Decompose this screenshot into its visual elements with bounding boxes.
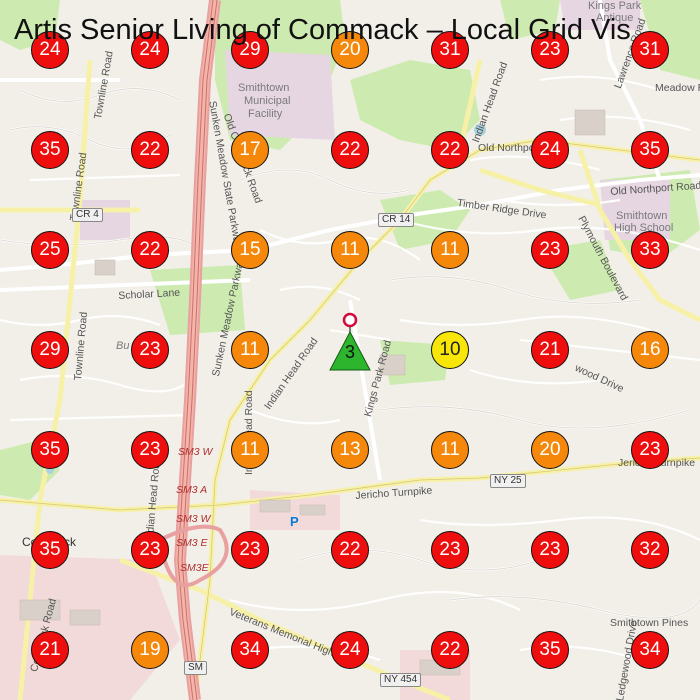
place-label-high-school: High School [614,222,674,234]
rank-marker-r5-c5[interactable]: 11 [431,431,469,469]
rank-marker-r6-c6[interactable]: 23 [531,531,569,569]
rank-marker-r2-c7[interactable]: 35 [631,131,669,169]
rank-marker-r1-c5[interactable]: 31 [431,31,469,69]
rank-marker-r5-c6[interactable]: 20 [531,431,569,469]
rank-marker-r7-c7[interactable]: 34 [631,631,669,669]
rank-marker-r7-c5[interactable]: 22 [431,631,469,669]
rank-marker-r5-c2[interactable]: 23 [131,431,169,469]
rank-marker-r1-c4[interactable]: 20 [331,31,369,69]
rank-marker-r4-c1[interactable]: 29 [31,331,69,369]
rank-marker-r3-c1[interactable]: 25 [31,231,69,269]
rank-marker-r6-c2[interactable]: 23 [131,531,169,569]
rank-marker-r1-c6[interactable]: 23 [531,31,569,69]
rank-marker-r5-c3[interactable]: 11 [231,431,269,469]
rank-marker-r4-c3[interactable]: 11 [231,331,269,369]
rank-marker-r1-c3[interactable]: 29 [231,31,269,69]
rank-marker-r3-c6[interactable]: 23 [531,231,569,269]
place-label-facility: Facility [248,108,283,120]
rank-marker-r5-c1[interactable]: 35 [31,431,69,469]
rank-marker-r4-c6[interactable]: 21 [531,331,569,369]
rank-marker-r7-c6[interactable]: 35 [531,631,569,669]
rank-marker-r2-c1[interactable]: 35 [31,131,69,169]
business-rank-label: 3 [344,342,355,362]
route-shield-sm: SM [184,661,207,675]
rank-marker-r7-c4[interactable]: 24 [331,631,369,669]
rank-marker-r4-c7[interactable]: 16 [631,331,669,369]
place-label-smithtown-hs: Smithtown [616,210,668,222]
rank-marker-r6-c4[interactable]: 22 [331,531,369,569]
rank-marker-r6-c7[interactable]: 32 [631,531,669,569]
rank-marker-r7-c3[interactable]: 34 [231,631,269,669]
rank-marker-r3-c7[interactable]: 33 [631,231,669,269]
rank-marker-r3-c2[interactable]: 22 [131,231,169,269]
triangle-pin-icon [329,312,371,371]
rank-marker-r6-c3[interactable]: 23 [231,531,269,569]
place-label-kings-park: Kings Park [588,0,642,12]
exit-label-sm3e-1: SM3 E [176,537,208,549]
rank-marker-r5-c4[interactable]: 13 [331,431,369,469]
exit-label-sm3w-2: SM3 W [176,513,211,525]
page-title: Artis Senior Living of Commack – Local G… [14,14,631,46]
route-shield-ny25: NY 25 [490,474,526,488]
parking-icon: P [290,514,299,529]
rank-marker-r3-c3[interactable]: 15 [231,231,269,269]
rank-marker-r7-c2[interactable]: 19 [131,631,169,669]
rank-marker-r2-c5[interactable]: 22 [431,131,469,169]
exit-label-sm3e-2: SM3E [180,562,209,574]
place-label-antique: Antique [596,12,634,24]
rank-marker-r6-c5[interactable]: 23 [431,531,469,569]
rank-marker-r3-c5[interactable]: 11 [431,231,469,269]
rank-marker-r1-c2[interactable]: 24 [131,31,169,69]
rank-marker-r2-c2[interactable]: 22 [131,131,169,169]
route-shield-cr14: CR 14 [378,213,415,227]
exit-label-sm3w-1: SM3 W [178,446,213,458]
rank-marker-r2-c6[interactable]: 24 [531,131,569,169]
place-label-bu: Bu [116,340,130,352]
exit-label-sm3a: SM3 A [176,484,208,496]
place-label-smithtown: Smithtown [238,82,290,94]
rank-marker-r1-c7[interactable]: 31 [631,31,669,69]
rank-marker-r5-c7[interactable]: 23 [631,431,669,469]
rank-marker-r4-c5[interactable]: 10 [431,331,469,369]
rank-marker-r2-c4[interactable]: 22 [331,131,369,169]
rank-marker-r2-c3[interactable]: 17 [231,131,269,169]
rank-marker-r3-c4[interactable]: 11 [331,231,369,269]
rank-marker-r4-c2[interactable]: 23 [131,331,169,369]
road-label-meadow: Meadow Ro [655,82,700,94]
place-label-smithtown-pines: Smithtown Pines [610,617,689,629]
rank-marker-r1-c1[interactable]: 24 [31,31,69,69]
business-location-marker[interactable]: 3 [328,312,372,374]
place-label-municipal: Municipal [244,95,291,107]
route-shield-cr4: CR 4 [72,208,103,222]
route-shield-ny454: NY 454 [380,673,422,687]
rank-marker-r7-c1[interactable]: 21 [31,631,69,669]
rank-marker-r6-c1[interactable]: 35 [31,531,69,569]
